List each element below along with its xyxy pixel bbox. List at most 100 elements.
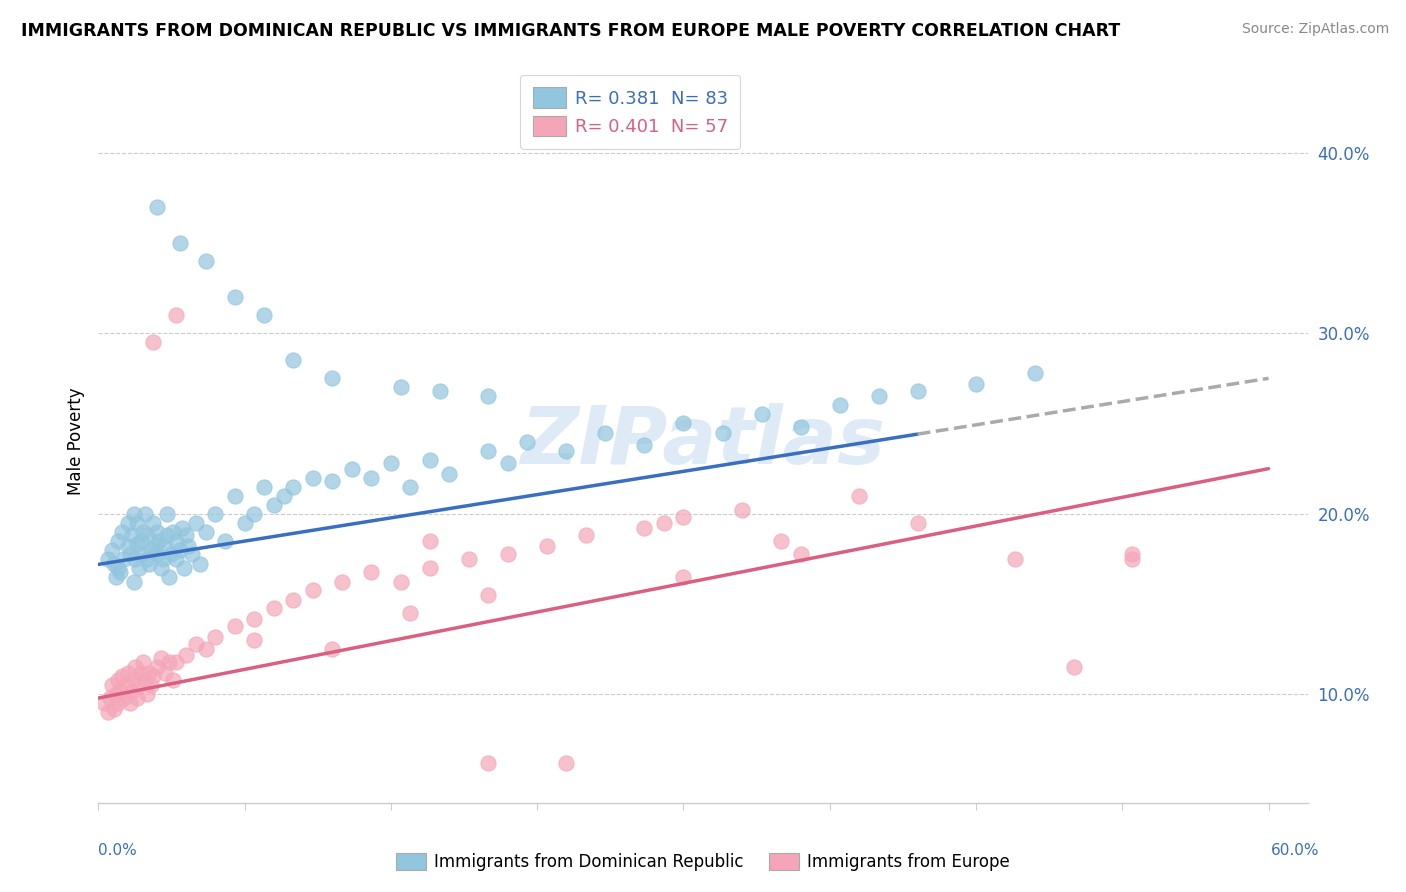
Point	[121, 683, 143, 698]
Text: ZIPatlas: ZIPatlas	[520, 402, 886, 481]
Point	[1004, 552, 1026, 566]
Point	[360, 471, 382, 485]
Point	[828, 398, 851, 412]
Point	[389, 575, 412, 590]
Point	[157, 570, 180, 584]
Point	[138, 558, 160, 572]
Point	[117, 516, 139, 530]
Point	[789, 420, 811, 434]
Point	[575, 528, 598, 542]
Point	[340, 461, 363, 475]
Point	[399, 606, 422, 620]
Point	[174, 648, 197, 662]
Point	[419, 533, 441, 548]
Point	[496, 547, 519, 561]
Point	[263, 498, 285, 512]
Point	[321, 371, 343, 385]
Point	[136, 687, 159, 701]
Point	[194, 524, 217, 539]
Point	[162, 524, 184, 539]
Point	[169, 235, 191, 250]
Y-axis label: Male Poverty: Male Poverty	[66, 388, 84, 495]
Point	[101, 678, 124, 692]
Point	[118, 547, 141, 561]
Point	[224, 290, 246, 304]
Point	[114, 678, 136, 692]
Point	[1121, 547, 1143, 561]
Point	[477, 588, 499, 602]
Point	[652, 516, 675, 530]
Point	[380, 456, 402, 470]
Point	[146, 547, 169, 561]
Point	[283, 593, 305, 607]
Point	[107, 561, 129, 575]
Point	[330, 575, 353, 590]
Point	[93, 697, 115, 711]
Point	[97, 706, 120, 720]
Point	[907, 384, 929, 398]
Point	[181, 547, 204, 561]
Point	[132, 524, 155, 539]
Point	[224, 489, 246, 503]
Point	[104, 570, 127, 584]
Point	[711, 425, 734, 440]
Point	[146, 524, 169, 539]
Point	[389, 380, 412, 394]
Point	[214, 533, 236, 548]
Point	[143, 539, 166, 553]
Point	[122, 507, 145, 521]
Point	[121, 528, 143, 542]
Point	[555, 443, 578, 458]
Point	[283, 480, 305, 494]
Point	[177, 539, 200, 553]
Point	[751, 408, 773, 422]
Point	[142, 669, 165, 683]
Point	[965, 376, 987, 391]
Point	[152, 552, 174, 566]
Point	[321, 642, 343, 657]
Point	[273, 489, 295, 503]
Point	[111, 669, 134, 683]
Point	[477, 443, 499, 458]
Point	[124, 660, 146, 674]
Point	[103, 558, 125, 572]
Point	[253, 480, 276, 494]
Point	[233, 516, 256, 530]
Point	[536, 539, 558, 553]
Point	[672, 417, 695, 431]
Text: IMMIGRANTS FROM DOMINICAN REPUBLIC VS IMMIGRANTS FROM EUROPE MALE POVERTY CORREL: IMMIGRANTS FROM DOMINICAN REPUBLIC VS IM…	[21, 22, 1121, 40]
Point	[97, 552, 120, 566]
Text: 60.0%: 60.0%	[1271, 843, 1320, 857]
Point	[439, 467, 461, 481]
Point	[98, 691, 121, 706]
Point	[127, 691, 149, 706]
Point	[184, 516, 207, 530]
Point	[122, 673, 145, 687]
Point	[107, 673, 129, 687]
Point	[103, 702, 125, 716]
Point	[243, 611, 266, 625]
Point	[127, 537, 149, 551]
Point	[111, 524, 134, 539]
Point	[169, 542, 191, 557]
Point	[204, 507, 226, 521]
Point	[419, 452, 441, 467]
Point	[360, 565, 382, 579]
Point	[101, 542, 124, 557]
Point	[633, 438, 655, 452]
Point	[131, 665, 153, 680]
Point	[224, 619, 246, 633]
Point	[148, 533, 170, 548]
Point	[399, 480, 422, 494]
Point	[253, 308, 276, 322]
Point	[204, 630, 226, 644]
Point	[263, 600, 285, 615]
Point	[165, 655, 187, 669]
Point	[107, 697, 129, 711]
Point	[127, 516, 149, 530]
Point	[149, 561, 172, 575]
Point	[117, 539, 139, 553]
Point	[595, 425, 617, 440]
Point	[131, 533, 153, 548]
Text: Source: ZipAtlas.com: Source: ZipAtlas.com	[1241, 22, 1389, 37]
